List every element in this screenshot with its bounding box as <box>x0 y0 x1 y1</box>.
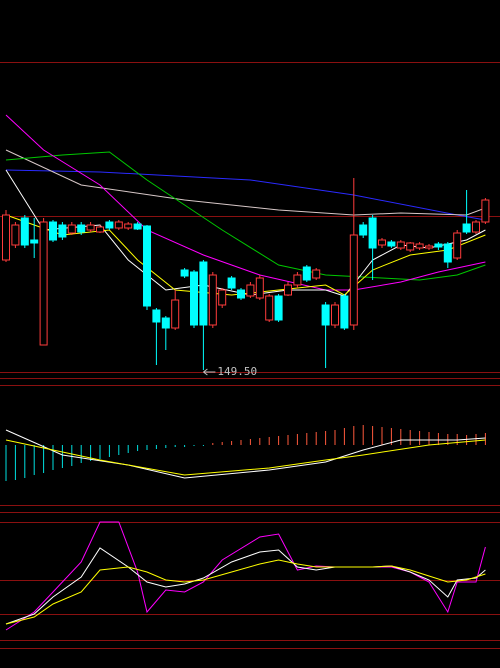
candle-body <box>133 223 142 230</box>
candle-body <box>302 266 311 281</box>
candle-body <box>481 199 490 223</box>
candle-body <box>11 224 20 246</box>
candle-body <box>199 261 208 326</box>
candle-body <box>49 221 57 241</box>
candle-body <box>255 277 264 299</box>
indicator-line <box>5 151 486 281</box>
candle-body <box>265 295 274 321</box>
candle-body <box>124 223 133 229</box>
candle-body <box>114 221 123 229</box>
candle-body <box>161 317 170 329</box>
candle-body <box>2 214 10 261</box>
candle-body <box>143 225 151 307</box>
candle-body <box>67 224 76 234</box>
candle-body <box>293 274 302 286</box>
candle-body <box>171 299 180 329</box>
indicator-line <box>5 521 486 631</box>
annotation: 149.50 <box>217 365 257 378</box>
candle-body <box>39 221 48 346</box>
indicator-line <box>5 559 486 625</box>
indicator-line <box>5 169 486 221</box>
candle-body <box>86 224 95 231</box>
candle-body <box>105 221 114 229</box>
annotation-arrow <box>203 368 216 376</box>
candle-body <box>77 224 86 233</box>
candle-body <box>359 224 368 236</box>
candle-body <box>218 289 227 306</box>
candle-body <box>406 242 415 251</box>
indicator-line <box>5 439 486 476</box>
candle-body <box>396 241 405 249</box>
candle-body <box>190 271 198 326</box>
candle-body <box>274 295 283 321</box>
candle-body <box>425 245 433 249</box>
indicator-line <box>5 429 486 479</box>
indicator-line <box>5 547 486 625</box>
candle-body <box>434 243 443 248</box>
candle-body <box>472 221 480 233</box>
candle-body <box>312 269 321 279</box>
candle-body <box>340 295 349 329</box>
indicator-line <box>5 149 486 216</box>
candle-body <box>20 217 29 246</box>
candle-body <box>443 243 452 263</box>
candle-body <box>58 224 67 238</box>
candle-body <box>30 239 39 244</box>
candle-body <box>152 309 161 323</box>
candle-body <box>331 304 339 326</box>
candle-body <box>284 284 292 296</box>
candle-body <box>246 284 255 297</box>
candle-body <box>453 232 462 259</box>
candle-body <box>321 304 330 326</box>
candle-body <box>349 234 358 326</box>
candle-body <box>180 269 189 277</box>
candle-body <box>237 289 245 299</box>
candle-body <box>462 223 471 233</box>
candle-body <box>208 274 217 326</box>
candle-body <box>378 239 386 246</box>
candle-body <box>387 241 396 247</box>
candle-body <box>415 243 424 249</box>
candle-body <box>227 277 236 289</box>
candle-body <box>96 226 104 233</box>
candle-body <box>368 217 377 249</box>
